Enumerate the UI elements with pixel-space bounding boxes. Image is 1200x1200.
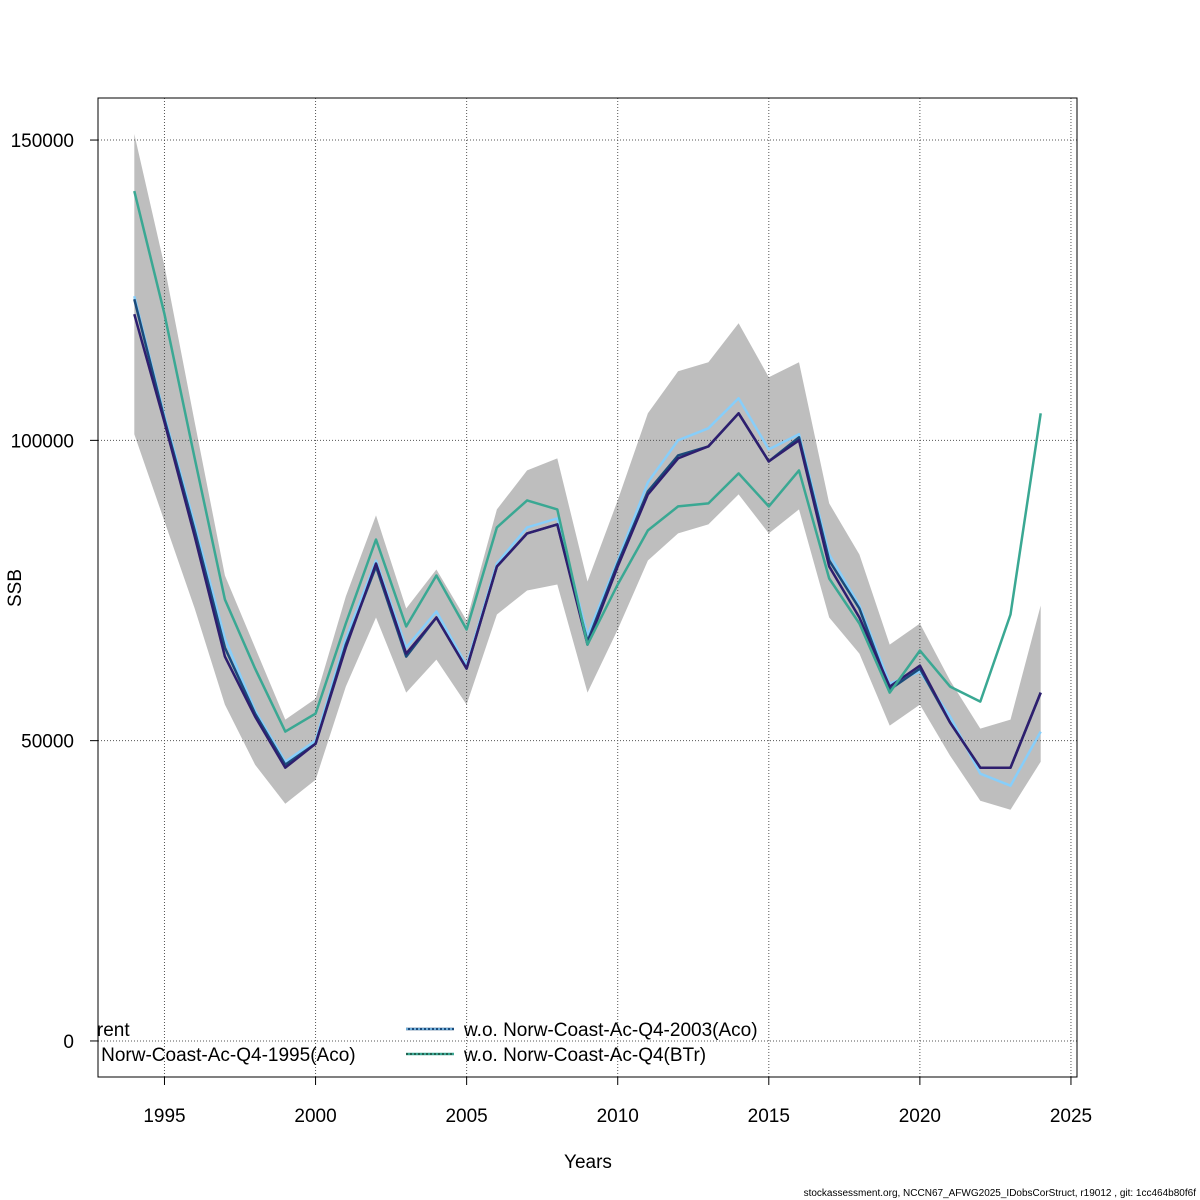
legend-entry-4: w.o. Norw-Coast-Ac-Q4(BTr) [463,1045,706,1066]
grid [98,98,1077,1077]
legend-entries: urrent o. Norw-Coast-Ac-Q4-1995(Aco) w.o. … [80,1020,758,1066]
x-tick-label: 2025 [1050,1106,1092,1127]
y-axis: 0 50000 100000 150000 [11,131,99,1053]
y-tick-label: 100000 [11,431,74,452]
x-axis-title: Years [564,1152,612,1173]
legend: urrent o. Norw-Coast-Ac-Q4-1995(Aco) w.o. … [80,1020,758,1066]
legend-entry-3: w.o. Norw-Coast-Ac-Q4-2003(Aco) [463,1020,758,1041]
x-axis: 1995 2000 2005 2010 2015 2020 2025 [143,1076,1092,1127]
x-tick-label: 2005 [445,1106,487,1127]
x-tick-label: 2000 [294,1106,336,1127]
y-tick-label: 150000 [11,131,74,152]
x-tick-label: 2020 [899,1106,941,1127]
y-axis-title: SSB [5,569,26,607]
confidence-band-area [134,134,1041,810]
x-tick-label: 2015 [748,1106,790,1127]
legend-entry-2: o. Norw-Coast-Ac-Q4-1995(Aco) [80,1045,356,1066]
x-tick-label: 1995 [143,1106,185,1127]
footer-text: stockassessment.org, NCCN67_AFWG2025_IDo… [804,1188,1197,1199]
legend-entry-1: urrent [80,1020,130,1041]
confidence-band [134,134,1041,810]
series-line-4 [133,190,1042,733]
y-tick-label: 50000 [21,732,74,753]
y-tick-label: 0 [63,1032,74,1053]
series-lines [133,190,1042,787]
x-tick-label: 2010 [597,1106,639,1127]
